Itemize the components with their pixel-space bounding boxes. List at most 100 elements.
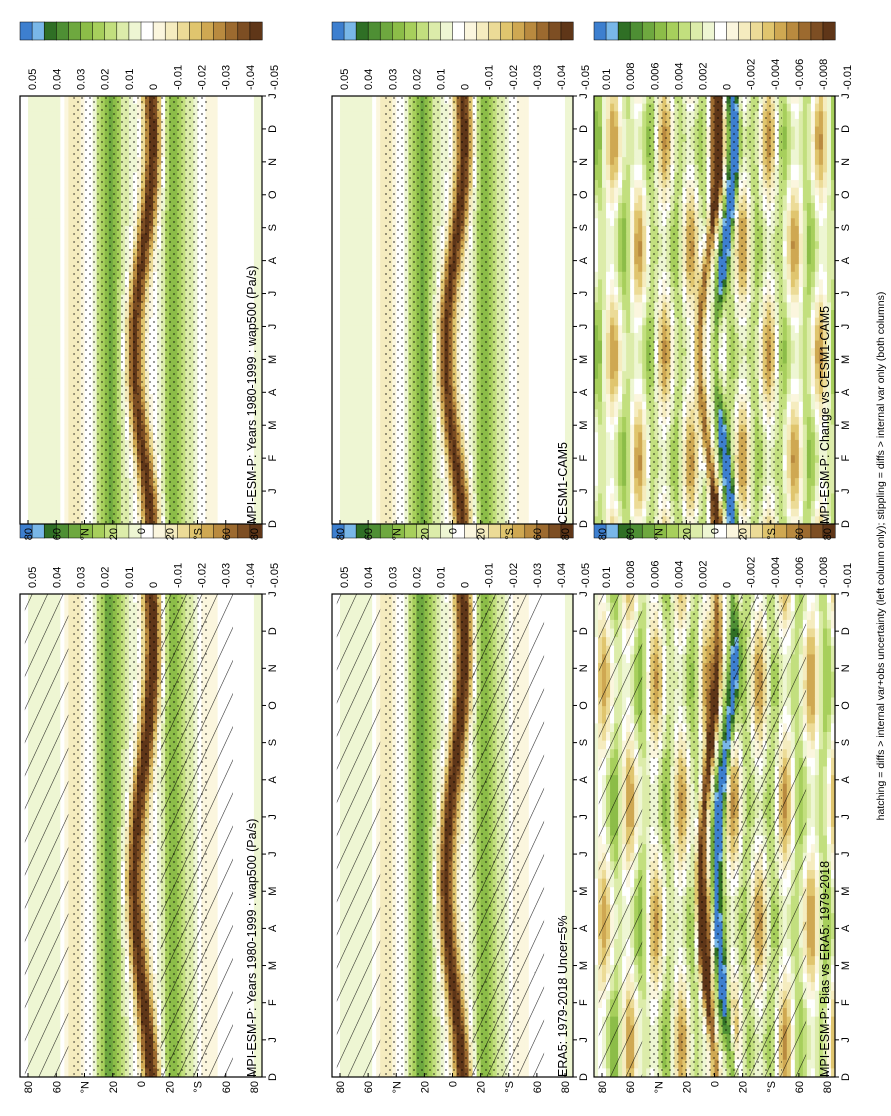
heatmap-cell (246, 732, 250, 741)
heatmap-cell (56, 249, 60, 257)
heatmap-cell (48, 471, 52, 479)
heatmap-cell (68, 295, 72, 303)
heatmap-cell (36, 172, 40, 180)
heatmap-cell (44, 142, 48, 150)
heatmap-cell (60, 257, 64, 265)
heatmap-cell (56, 157, 60, 165)
heatmap-cell (238, 956, 242, 965)
heatmap-cell (36, 478, 40, 486)
heatmap-cell (68, 241, 72, 249)
heatmap-cell (64, 463, 68, 471)
heatmap-cell (68, 371, 72, 379)
heatmap-cell (20, 853, 24, 862)
heatmap-cell (68, 715, 72, 724)
heatmap-cell (60, 241, 64, 249)
heatmap-cell (68, 827, 72, 836)
heatmap-cell (60, 272, 64, 280)
heatmap-cell (254, 620, 258, 629)
colorbar-label: 0.05 (27, 567, 39, 588)
heatmap-cell (242, 801, 246, 810)
heatmap-cell (234, 887, 238, 896)
heatmap-cell (28, 325, 32, 333)
heatmap-cell (36, 402, 40, 410)
heatmap-cell (234, 689, 238, 698)
heatmap-cell (60, 348, 64, 356)
heatmap-cell (44, 432, 48, 440)
heatmap-cell (36, 425, 40, 433)
heatmap-cell (32, 310, 36, 318)
heatmap-cell (24, 486, 28, 494)
heatmap-cell (56, 287, 60, 295)
heatmap-cell (250, 775, 254, 784)
heatmap-cell (24, 448, 28, 456)
heatmap-cell (24, 440, 28, 448)
heatmap-cell (28, 226, 32, 234)
heatmap-cell (238, 1060, 242, 1069)
heatmap-cell (36, 455, 40, 463)
heatmap-cell (238, 1068, 242, 1077)
heatmap-cell (32, 440, 36, 448)
heatmap-cell (238, 749, 242, 758)
heatmap-cell (254, 646, 258, 655)
heatmap-cell (60, 493, 64, 501)
heatmap-cell (32, 325, 36, 333)
heatmap-cell (64, 188, 68, 196)
heatmap-cell (28, 264, 32, 272)
heatmap-cell (40, 302, 44, 310)
colorbar-label: -0.03 (221, 563, 233, 588)
heatmap-cell (44, 486, 48, 494)
heatmap-cell (44, 501, 48, 509)
heatmap-cell (234, 922, 238, 931)
heatmap-cell (28, 356, 32, 364)
heatmap-cell (40, 172, 44, 180)
heatmap-cell (52, 386, 56, 394)
heatmap-cell (20, 887, 24, 896)
heatmap-cell (36, 249, 40, 257)
heatmap-cell (48, 127, 52, 135)
heatmap-cell (44, 409, 48, 417)
heatmap-cell (28, 142, 32, 150)
heatmap-cell (32, 287, 36, 295)
heatmap-cell (32, 417, 36, 425)
heatmap-cell (48, 264, 52, 272)
heatmap-cell (68, 180, 72, 188)
heatmap-cell (246, 715, 250, 724)
heatmap-cell (24, 172, 28, 180)
heatmap-cell (20, 188, 24, 196)
heatmap-cell (20, 333, 24, 341)
heatmap-cell (250, 706, 254, 715)
heatmap-cell (24, 455, 28, 463)
heatmap-cell (68, 758, 72, 767)
heatmap-cell (242, 663, 246, 672)
heatmap-cell (32, 142, 36, 150)
heatmap-cell (68, 982, 72, 991)
heatmap-cell (64, 180, 68, 188)
heatmap-cell (44, 203, 48, 211)
month-tick-label: D (267, 1073, 279, 1081)
heatmap-cell (68, 896, 72, 905)
heatmap-cell (68, 348, 72, 356)
heatmap-cell (68, 913, 72, 922)
heatmap-cell (68, 463, 72, 471)
heatmap-cell (68, 836, 72, 845)
heatmap-cell (242, 732, 246, 741)
heatmap-cell (254, 689, 258, 698)
heatmap-cell (238, 1034, 242, 1043)
heatmap-cell (20, 432, 24, 440)
heatmap-cell (20, 471, 24, 479)
heatmap-cell (238, 1051, 242, 1060)
heatmap-cell (52, 279, 56, 287)
heatmap-cell (238, 810, 242, 819)
month-tick-label: J (267, 851, 279, 857)
heatmap-cell (28, 257, 32, 265)
heatmap-cell (242, 611, 246, 620)
heatmap-cell (40, 272, 44, 280)
heatmap-cell (64, 310, 68, 318)
heatmap-cell (246, 672, 250, 681)
heatmap-cell (68, 493, 72, 501)
heatmap-cell (68, 741, 72, 750)
heatmap-cell (24, 264, 28, 272)
heatmap-cell (234, 1034, 238, 1043)
